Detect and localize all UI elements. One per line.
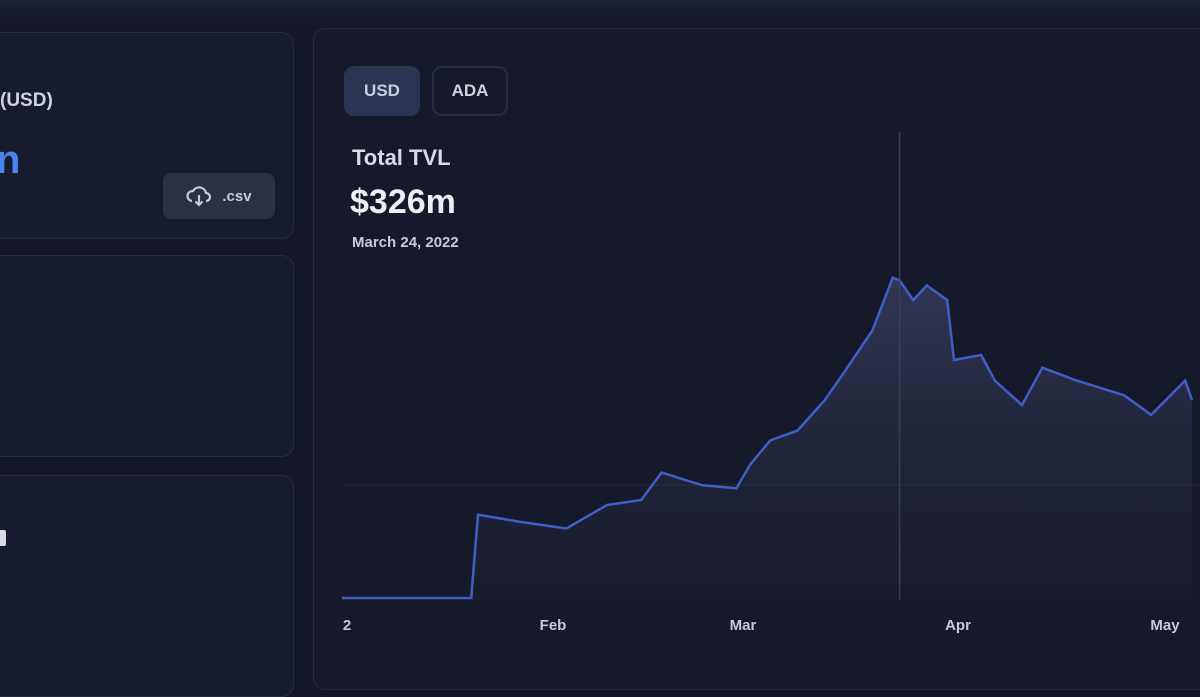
tvl-value: n <box>0 138 21 182</box>
x-tick-label: Feb <box>540 617 567 634</box>
toggle-usd[interactable]: USD <box>344 66 420 116</box>
text-fragment <box>0 530 6 546</box>
x-tick-label: May <box>1150 617 1180 634</box>
tvl-line <box>342 275 1194 600</box>
tvl-area-chart[interactable]: 2 Feb Mar Apr May <box>0 0 1200 675</box>
chart-title: Total TVL <box>352 145 451 170</box>
x-tick-label: 2 <box>343 617 351 634</box>
tvl-area <box>342 277 1192 600</box>
toggle-ada[interactable]: ADA <box>432 66 508 116</box>
x-tick-label: Mar <box>730 617 757 634</box>
info-panel <box>0 475 294 697</box>
top-band <box>0 0 1200 28</box>
download-csv-button[interactable]: .csv <box>163 173 275 219</box>
tvl-label: (USD) <box>0 90 53 111</box>
tvl-amount: $326m <box>350 183 456 221</box>
csv-label: .csv <box>222 187 252 205</box>
cloud-download-icon <box>186 186 212 207</box>
selected-date: March 24, 2022 <box>352 234 459 251</box>
stats-panel <box>0 255 294 457</box>
x-tick-label: Apr <box>945 617 971 634</box>
